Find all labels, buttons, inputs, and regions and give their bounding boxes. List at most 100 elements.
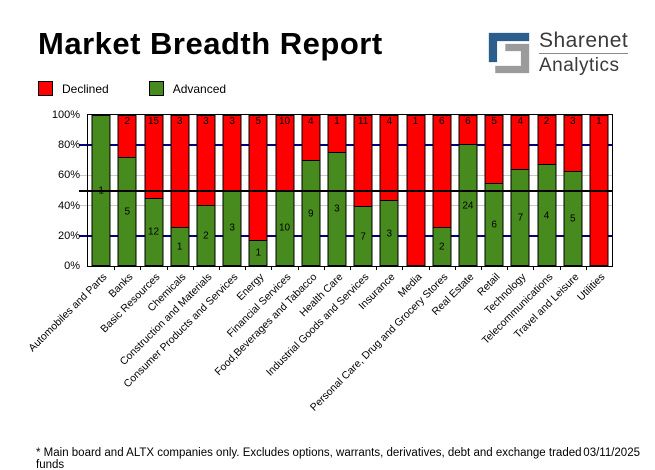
category-tick (219, 267, 220, 270)
sharenet-logo: Sharenet Analytics (487, 30, 629, 76)
category-tick (114, 267, 116, 270)
bar-segment-declined (563, 115, 583, 172)
declined-count-label: 6 (465, 116, 471, 127)
y-axis-label: 40% (57, 199, 80, 212)
bar-segment-declined (458, 115, 478, 146)
plot-area: 1251512313233511010491311743162624564724… (87, 114, 613, 267)
advanced-count-label: 4 (543, 210, 550, 222)
advanced-count-label: 10 (278, 222, 291, 234)
y-axis-label: 60% (57, 169, 80, 182)
chart-legend: Declined Advanced (38, 81, 226, 96)
bar-segment-advanced (510, 169, 530, 266)
declined-count-label: 3 (176, 116, 183, 127)
bar-column: 15 12 (144, 115, 163, 266)
bar-segment-advanced (563, 171, 583, 266)
category-tick (481, 267, 482, 270)
declined-count-label: 4 (307, 116, 314, 127)
footer: * Main board and ALTX companies only. Ex… (36, 447, 640, 470)
bar-segment-advanced (248, 240, 268, 266)
page-title: Market Breadth Report (38, 26, 383, 61)
declined-count-label: 2 (124, 116, 131, 127)
bar-segment-declined (301, 115, 321, 162)
fifty-percent-line (88, 189, 612, 192)
bar-financial-services: 10 10 (271, 115, 297, 266)
bar-segment-declined (537, 115, 557, 166)
y-tick-50 (79, 189, 87, 192)
advanced-count-label: 7 (517, 212, 524, 224)
bar-segment-advanced (484, 183, 504, 266)
bar-segment-declined (510, 115, 530, 170)
advanced-count-label: 1 (176, 241, 183, 253)
logo-division: Analytics (539, 55, 620, 76)
category-tick (323, 267, 325, 270)
category-tick (533, 267, 535, 270)
declined-count-label: 1 (412, 116, 419, 127)
category-tick (245, 267, 247, 270)
declined-count-label: 11 (357, 116, 369, 127)
bar-segment-declined (353, 115, 373, 208)
legend-label-advanced: Advanced (172, 81, 227, 96)
legend-label-declined: Declined (62, 81, 109, 96)
report-date: 03/11/2025 (583, 447, 640, 459)
declined-count-label: 4 (517, 116, 524, 127)
bar-segment-advanced (458, 145, 478, 266)
declined-count-label: 4 (386, 116, 393, 127)
category-tick (376, 267, 378, 270)
bar-segment-advanced (275, 190, 295, 266)
advanced-count-label: 3 (229, 222, 235, 234)
bar-segment-declined (196, 115, 216, 206)
bar-column: 10 10 (275, 115, 295, 266)
bar-segment-advanced (353, 207, 373, 266)
advanced-count-label: 1 (255, 247, 262, 259)
category-tick (271, 267, 273, 270)
y-tick-40 (79, 205, 87, 207)
bar-basic-resources: 15 12 (140, 115, 166, 266)
declined-count-label: 5 (491, 116, 497, 127)
declined-count-label: 15 (147, 116, 160, 127)
advanced-count-label: 3 (334, 203, 340, 215)
bar-segment-declined (379, 115, 399, 202)
advanced-count-label: 5 (569, 213, 576, 225)
advanced-count-label: 7 (360, 231, 366, 243)
y-tick-60 (79, 174, 87, 176)
bar-segment-declined (484, 115, 504, 184)
advanced-swatch (148, 81, 164, 96)
category-tick (454, 267, 456, 270)
category-tick (402, 267, 404, 270)
declined-count-label: 3 (569, 116, 576, 127)
advanced-count-label: 5 (124, 206, 131, 218)
bar-segment-declined (117, 115, 137, 159)
logo-divider (539, 53, 629, 54)
y-axis-label: 0% (64, 260, 80, 272)
advanced-count-label: 12 (147, 226, 160, 238)
gridline-20 (88, 234, 612, 237)
category-tick (140, 267, 142, 270)
declined-count-label: 1 (596, 116, 602, 127)
bar-industrial-goods-and-services: 11 7 (350, 115, 376, 266)
y-tick-20 (79, 234, 87, 237)
category-tick (507, 267, 509, 270)
category-tick (192, 267, 194, 270)
legend-item-declined: Declined (38, 81, 109, 96)
bar-segment-advanced (301, 161, 321, 266)
category-tick (559, 267, 561, 270)
bar-segment-declined (327, 115, 347, 153)
